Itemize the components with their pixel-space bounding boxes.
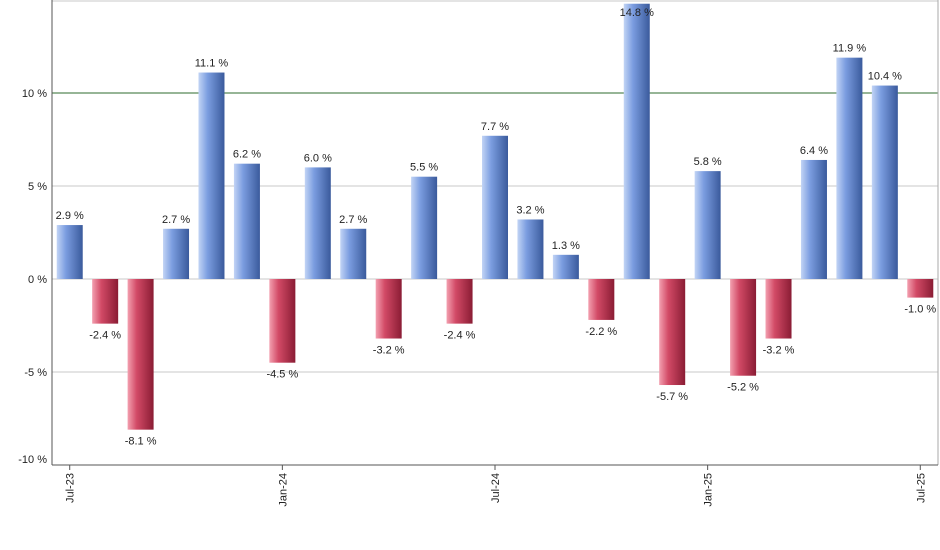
bar-positive (304, 167, 331, 279)
x-tick-label: Jan-25 (703, 473, 715, 507)
bar-positive (623, 3, 650, 279)
data-labels: 2.9 % -2.4 % -8.1 % 2.7 % 11.1 % 6.2 % -4.5 % 6… (56, 7, 937, 448)
data-label: 6.0 % (304, 152, 332, 164)
bar-positive (800, 159, 827, 279)
data-label: -8.1 % (125, 436, 157, 448)
data-label: -5.7 % (656, 391, 688, 403)
bar-positive (694, 171, 721, 279)
data-label: 10.4 % (868, 71, 902, 83)
x-tick-label: Jul-25 (915, 473, 927, 503)
bar-negative (907, 279, 934, 298)
bar-positive (163, 228, 190, 279)
bar-negative (269, 279, 296, 363)
data-label: 2.7 % (339, 214, 367, 226)
bar-positive (233, 163, 260, 279)
bar-negative (446, 279, 473, 324)
data-label: 7.7 % (481, 121, 509, 133)
bar-positive (340, 228, 367, 279)
data-label: 5.5 % (410, 162, 438, 174)
bar-positive (56, 225, 83, 279)
data-label: -2.2 % (585, 326, 617, 338)
x-tick-label: Jul-23 (65, 473, 77, 503)
bar-negative (127, 279, 154, 430)
y-tick-label: 10 % (22, 88, 47, 100)
data-label: -2.4 % (89, 330, 121, 342)
data-label: -2.4 % (444, 330, 476, 342)
bar-negative (765, 279, 792, 339)
data-label: 6.2 % (233, 149, 261, 161)
data-label: 2.9 % (56, 210, 84, 222)
bar-positive (411, 176, 438, 279)
bars (56, 3, 934, 430)
y-tick-label: 5 % (28, 181, 47, 193)
x-tick-label: Jan-24 (277, 473, 289, 507)
y-tick-label: 0 % (28, 274, 47, 286)
y-tick-label: -5 % (24, 367, 47, 379)
data-label: 14.8 % (620, 7, 654, 19)
data-label: -1.0 % (904, 304, 936, 316)
bar-positive (836, 57, 863, 279)
data-label: -4.5 % (266, 369, 298, 381)
bar-negative (375, 279, 402, 339)
bar-positive (482, 135, 508, 279)
data-label: 2.7 % (162, 214, 190, 226)
bar-negative (730, 279, 757, 376)
data-label: -3.2 % (763, 345, 795, 357)
y-tick-label: -10 % (18, 454, 47, 466)
x-tick-label: Jul-24 (490, 473, 502, 503)
bar-negative (92, 279, 119, 324)
data-label: -5.2 % (727, 382, 759, 394)
data-label: 11.1 % (195, 58, 229, 70)
data-label: 3.2 % (516, 204, 544, 216)
bar-positive (871, 85, 898, 279)
data-label: -3.2 % (373, 345, 405, 357)
data-label: 5.8 % (694, 156, 722, 168)
data-label: 1.3 % (552, 240, 580, 252)
bar-positive (198, 72, 225, 279)
data-label: 11.9 % (833, 43, 867, 55)
axes: -10 % -5 % 0 % 5 % 10 % Jul-23 Jan-24 Jul-24 Jan… (18, 0, 939, 507)
bar-negative (659, 279, 686, 386)
bar-negative (588, 279, 615, 320)
bar-positive (552, 254, 579, 279)
bar-positive (517, 219, 544, 279)
data-label: 6.4 % (800, 145, 828, 157)
